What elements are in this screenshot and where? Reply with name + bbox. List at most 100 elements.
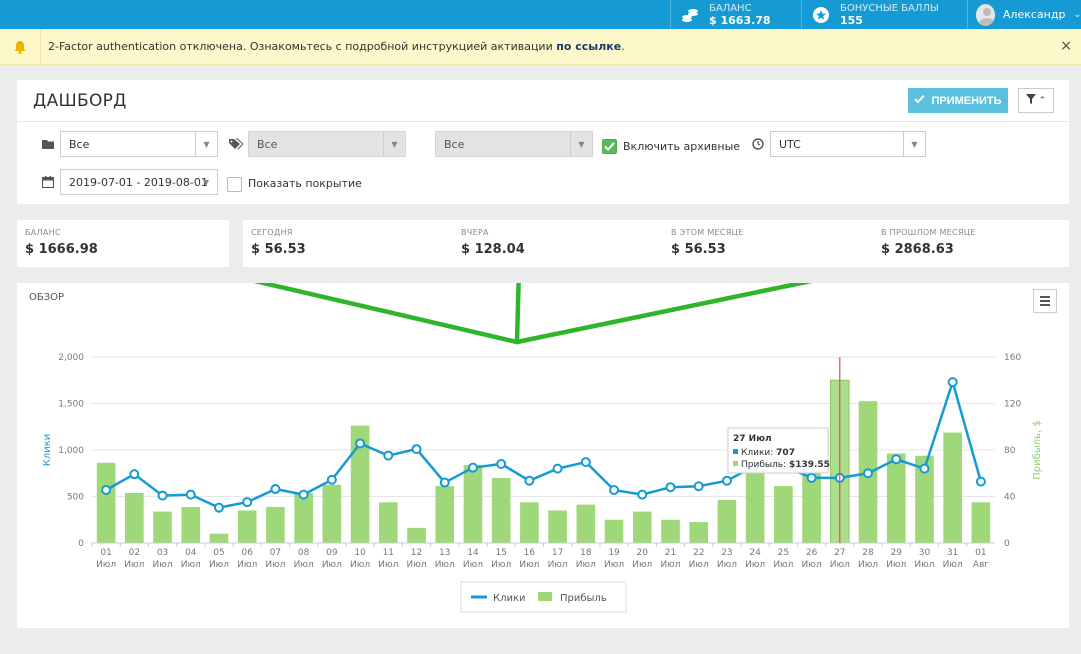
stat-card-balance: БАЛАНС $ 1666.98 [17, 220, 229, 267]
tooltip-profit-label: Прибыль: [741, 460, 789, 470]
tag-select[interactable]: Все ▼ [248, 131, 406, 157]
clicks-point [185, 489, 196, 500]
clicks-point [270, 484, 281, 495]
legend-profit-swatch [538, 592, 552, 601]
stat-card-this-month: В ЭТОМ МЕСЯЦЕ $ 56.53 [663, 220, 875, 267]
x-tick-sublabel: Июл [773, 560, 793, 570]
two-factor-alert: 2-Factor authentication отключена. Ознак… [0, 28, 1081, 65]
user-menu[interactable]: Александр ⌄ [967, 0, 1081, 29]
y-axis-label: Клики [42, 434, 53, 467]
chevron-down-icon: ⌄ [1073, 9, 1081, 20]
date-range-select[interactable]: 2019-07-01 - 2019-08-01 ▼ [60, 169, 218, 195]
chart-menu-button[interactable] [1033, 289, 1057, 313]
x-tick-sublabel: Июл [237, 560, 257, 570]
stat-card-today: СЕГОДНЯ $ 56.53 [243, 220, 455, 267]
folder-select[interactable]: Все ▼ [60, 131, 218, 157]
legend-profit-label: Прибыль [560, 593, 607, 604]
x-tick-label: 20 [637, 548, 649, 558]
alert-link[interactable]: по ссылке [556, 40, 622, 53]
x-tick-label: 17 [552, 548, 563, 558]
profit-bar [350, 425, 370, 543]
x-tick-label: 21 [665, 548, 676, 558]
x-tick-label: 01 [100, 548, 111, 558]
badge-star-icon [810, 4, 832, 26]
panel-divider [17, 121, 1069, 122]
profit-bar [745, 470, 765, 543]
x-tick-sublabel: Июл [463, 560, 483, 570]
x-tick-label: 23 [721, 548, 732, 558]
show-coverage-checkbox[interactable] [227, 177, 242, 192]
clicks-point [157, 490, 168, 501]
y-tick-label: 0 [78, 539, 84, 549]
calendar-icon [41, 175, 55, 189]
x-tick-sublabel: Июл [858, 560, 878, 570]
clicks-point [609, 484, 620, 495]
annotation-arrow-shaft [514, 283, 813, 345]
clicks-point [242, 497, 253, 508]
x-tick-label: 19 [608, 548, 620, 558]
clicks-point [496, 458, 507, 469]
balance-widget[interactable]: БАЛАНС $ 1663.78 [670, 0, 801, 29]
balance-label: БАЛАНС [709, 2, 752, 14]
tooltip-clicks-label: Клики: [741, 448, 776, 458]
clicks-point [129, 469, 140, 480]
x-tick-sublabel: Июл [886, 560, 906, 570]
x-tick-sublabel: Июл [96, 560, 116, 570]
x-tick-sublabel: Июл [406, 560, 426, 570]
clicks-point [101, 484, 112, 495]
y-tick-label: 1,500 [58, 400, 84, 410]
profit-bar [463, 465, 483, 543]
profit-bar [435, 486, 455, 543]
x-tick-label: 13 [439, 548, 450, 558]
x-tick-sublabel: Июл [322, 560, 342, 570]
clicks-point [891, 454, 902, 465]
x-tick-label: 24 [749, 548, 761, 558]
include-archive-checkbox[interactable] [602, 139, 617, 154]
tooltip-clicks-swatch [733, 449, 738, 454]
third-select-value: Все [444, 137, 465, 151]
stat-label: ВЧЕРА [461, 228, 489, 237]
tooltip-clicks: Клики: 707 [741, 448, 795, 458]
y-tick-label: 500 [67, 493, 84, 503]
x-tick-label: 29 [891, 548, 903, 558]
clicks-point [721, 475, 732, 486]
third-select[interactable]: Все ▼ [435, 131, 593, 157]
tags-icon [229, 137, 243, 151]
profit-bar [971, 502, 991, 543]
x-tick-label: 07 [270, 548, 281, 558]
x-tick-sublabel: Июл [830, 560, 850, 570]
clicks-point [411, 444, 422, 455]
profit-bar [886, 453, 906, 543]
x-tick-label: 14 [467, 548, 479, 558]
include-archive-label: Включить архивные [623, 140, 741, 153]
tooltip-profit-swatch [733, 461, 738, 466]
hamburger-line [1040, 304, 1050, 306]
timezone-select[interactable]: UTC ▼ [770, 131, 926, 157]
filter-toggle-button[interactable]: ⌃ [1018, 88, 1054, 113]
y-tick-label: 1,000 [58, 446, 84, 456]
apply-button[interactable]: ПРИМЕНИТЬ [908, 88, 1008, 113]
profit-bar [96, 462, 116, 543]
close-icon[interactable]: × [1060, 38, 1072, 54]
apply-label: ПРИМЕНИТЬ [931, 94, 1002, 107]
coins-icon [679, 4, 701, 26]
clicks-point [637, 489, 648, 500]
chart-legend[interactable]: Клики Прибыль [460, 581, 627, 613]
bonus-widget[interactable]: БОНУСНЫЕ БАЛЛЫ 155 [801, 0, 967, 29]
tag-select-value: Все [257, 137, 278, 151]
y-tick-label: 2,000 [58, 353, 84, 363]
clicks-point [806, 472, 817, 483]
x-tick-sublabel: Июл [265, 560, 285, 570]
clicks-point [693, 481, 704, 492]
profit-bars [96, 379, 991, 544]
chevron-down-icon: ▼ [570, 132, 592, 156]
check-icon [914, 94, 926, 107]
chevron-down-icon: ▼ [202, 177, 210, 187]
tooltip-title: 27 Июл [733, 434, 772, 444]
profit-bar [520, 502, 539, 543]
chevron-down-icon: ▼ [195, 132, 217, 156]
profit-bar [322, 484, 342, 543]
timezone-value: UTC [779, 137, 801, 151]
x-tick-sublabel: Июл [717, 560, 737, 570]
